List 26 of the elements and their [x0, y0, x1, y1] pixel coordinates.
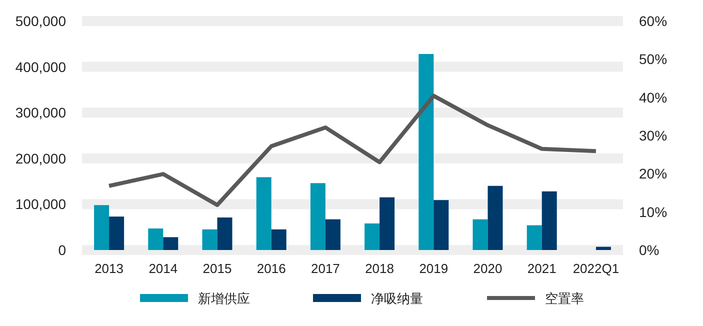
- xtick: 2019: [419, 261, 448, 276]
- y2tick: 10%: [639, 204, 668, 220]
- ytick: 300,000: [15, 104, 66, 121]
- xtick: 2015: [202, 261, 232, 276]
- y2tick: 20%: [639, 166, 668, 182]
- y2tick: 40%: [639, 89, 668, 106]
- xtick: 2022Q1: [572, 261, 620, 276]
- xtick: 2016: [256, 261, 286, 276]
- y2tick: 50%: [639, 51, 668, 68]
- y2tick: 60%: [639, 13, 668, 29]
- y2tick: 30%: [639, 128, 668, 144]
- xtick: 2013: [94, 261, 124, 276]
- ytick: 0: [58, 242, 66, 258]
- ytick: 400,000: [15, 58, 66, 75]
- xtick: 2014: [148, 261, 178, 276]
- xtick: 2021: [527, 261, 556, 276]
- legend-label: 空置率: [545, 291, 584, 306]
- xtick: 2018: [365, 261, 394, 276]
- xtick: 2017: [311, 261, 340, 276]
- ytick: 200,000: [15, 150, 66, 166]
- xtick: 2020: [473, 261, 502, 276]
- legend-label: 新增供应: [198, 291, 250, 306]
- ytick: 100,000: [15, 196, 66, 212]
- legend-label: 净吸纳量: [371, 291, 423, 306]
- y2tick: 0%: [639, 242, 660, 258]
- ytick: 500,000: [15, 13, 66, 29]
